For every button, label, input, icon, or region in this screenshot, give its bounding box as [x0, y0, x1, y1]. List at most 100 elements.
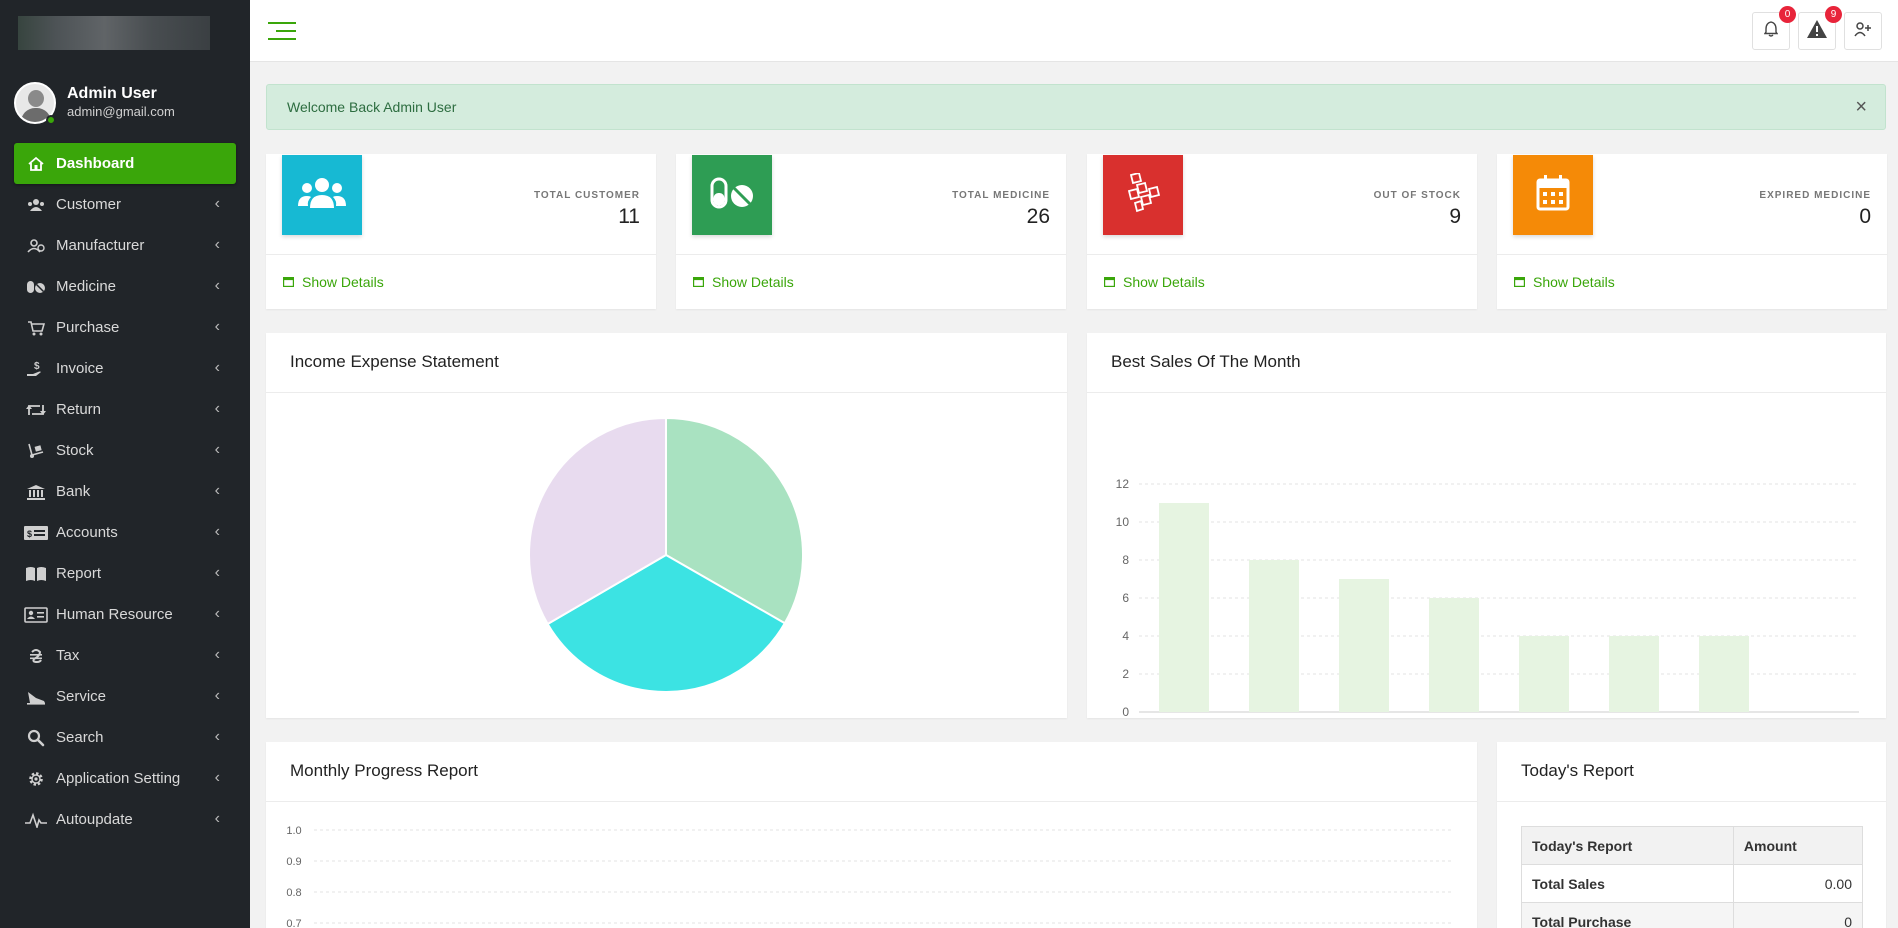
stat-icon-box [1513, 155, 1593, 235]
app-logo[interactable] [18, 16, 210, 50]
sidebar-item-report[interactable]: Report ‹ [14, 553, 236, 594]
panel-title: Income Expense Statement [290, 352, 499, 371]
stat-card-out-of-stock: OUT OF STOCK 9 Show Details [1087, 154, 1477, 309]
bar[interactable] [1429, 598, 1479, 712]
todays-report-table: Today's Report Amount Total Sales 0.00 T… [1521, 826, 1864, 928]
sidebar-item-service[interactable]: Service ‹ [14, 676, 236, 717]
y-tick-label: 10 [1116, 515, 1130, 529]
chevron-left-icon: ‹ [214, 400, 220, 417]
sidebar-item-return[interactable]: Return ‹ [14, 389, 236, 430]
table-row: Total Sales 0.00 [1521, 864, 1864, 903]
y-tick-label: 0.9 [286, 856, 301, 868]
y-tick-label: 2 [1122, 667, 1129, 681]
y-tick-label: 12 [1116, 477, 1130, 491]
pie-slice-1[interactable] [546, 553, 787, 693]
hryvnia-icon [24, 647, 48, 665]
card-divider [266, 254, 656, 255]
retweet-icon [24, 401, 48, 419]
boxes-icon [1125, 171, 1161, 218]
chevron-left-icon: ‹ [214, 523, 220, 540]
monthly-progress-panel: Monthly Progress Report 1.0 0.9 0.8 0.7 [266, 742, 1477, 928]
chevron-left-icon: ‹ [214, 236, 220, 253]
bar[interactable] [1609, 636, 1659, 712]
bar[interactable] [1699, 636, 1749, 712]
chevron-left-icon: ‹ [214, 646, 220, 663]
welcome-message: Welcome Back Admin User [287, 99, 457, 115]
show-details-link[interactable]: Show Details [283, 274, 384, 290]
sidebar-item-medicine[interactable]: Medicine ‹ [14, 266, 236, 307]
show-details-link[interactable]: Show Details [693, 274, 794, 290]
bank-icon [24, 483, 48, 501]
stat-value: 11 [618, 205, 640, 228]
sidebar-item-bank[interactable]: Bank ‹ [14, 471, 236, 512]
online-status-dot [46, 115, 56, 125]
panel-header [1497, 742, 1886, 802]
sidebar-item-search[interactable]: Search ‹ [14, 717, 236, 758]
show-details-label: Show Details [302, 274, 384, 290]
avatar [14, 82, 56, 124]
svg-text:$: $ [27, 529, 32, 539]
plane-icon [24, 688, 48, 706]
y-tick-label: 0.7 [286, 918, 301, 928]
sidebar-item-invoice[interactable]: $ Invoice ‹ [14, 348, 236, 389]
alerts-button[interactable]: 9 [1798, 6, 1842, 50]
sidebar-item-autoupdate[interactable]: Autoupdate ‹ [14, 799, 236, 840]
sidebar-item-stock[interactable]: Stock ‹ [14, 430, 236, 471]
sidebar-item-dashboard[interactable]: Dashboard [14, 143, 236, 184]
chevron-left-icon: ‹ [214, 441, 220, 458]
sidebar-item-human-resource[interactable]: Human Resource ‹ [14, 594, 236, 635]
panel-header [266, 742, 1477, 802]
chevron-left-icon: ‹ [214, 605, 220, 622]
table-row: Total Purchase 0 [1521, 902, 1864, 928]
sidebar-item-application-setting[interactable]: Application Setting ‹ [14, 758, 236, 799]
home-icon [24, 155, 48, 173]
stat-label: TOTAL MEDICINE [952, 190, 1050, 201]
sidebar-item-accounts[interactable]: $ Accounts ‹ [14, 512, 236, 553]
pie-slice-2[interactable] [528, 416, 667, 626]
stat-card-total-customer: TOTAL CUSTOMER 11 Show Details [266, 154, 656, 309]
panel-title: Best Sales Of The Month [1111, 352, 1301, 371]
y-tick-label: 6 [1122, 591, 1129, 605]
chevron-left-icon: ‹ [214, 318, 220, 335]
calendar-icon [693, 274, 705, 290]
gear-icon [24, 770, 48, 788]
svg-text:$: $ [34, 361, 40, 372]
chevron-left-icon: ‹ [214, 687, 220, 704]
user-email: admin@gmail.com [67, 104, 175, 119]
y-tick-label: 0.8 [286, 887, 301, 899]
bar[interactable] [1339, 579, 1389, 712]
show-details-link[interactable]: Show Details [1514, 274, 1615, 290]
menu-toggle-icon[interactable] [268, 22, 296, 45]
card-divider [1497, 254, 1887, 255]
bar[interactable] [1249, 560, 1299, 712]
best-sales-panel: Best Sales Of The Month 024681012Fona pl… [1087, 333, 1886, 718]
y-tick-label: 1.0 [286, 825, 301, 837]
sidebar-item-manufacturer[interactable]: Manufacturer ‹ [14, 225, 236, 266]
money-card-icon: $ [24, 524, 48, 542]
add-user-button[interactable] [1844, 12, 1882, 50]
calendar-icon [1104, 274, 1116, 290]
user-tie-icon [24, 237, 48, 255]
sidebar-item-tax[interactable]: Tax ‹ [14, 635, 236, 676]
sidebar-item-label: Invoice [56, 360, 104, 377]
calendar-icon [1514, 274, 1526, 290]
close-icon[interactable]: × [1855, 96, 1867, 118]
sidebar-item-label: Customer [56, 196, 122, 213]
y-tick-label: 0 [1122, 705, 1129, 718]
hand-dollar-icon: $ [24, 360, 48, 378]
pie-slice-0[interactable] [665, 416, 804, 625]
stat-icon-box [282, 155, 362, 235]
notifications-button[interactable]: 0 [1752, 6, 1796, 50]
show-details-label: Show Details [712, 274, 794, 290]
user-plus-icon [1854, 21, 1872, 42]
table-cell: 0.00 [1732, 864, 1864, 903]
chevron-left-icon: ‹ [214, 564, 220, 581]
sidebar-item-purchase[interactable]: Purchase ‹ [14, 307, 236, 348]
show-details-link[interactable]: Show Details [1104, 274, 1205, 290]
show-details-label: Show Details [1123, 274, 1205, 290]
bar[interactable] [1519, 636, 1569, 712]
bar[interactable] [1159, 503, 1209, 712]
sidebar-item-customer[interactable]: Customer ‹ [14, 184, 236, 225]
sidebar-item-label: Stock [56, 442, 94, 459]
sidebar-item-label: Report [56, 565, 102, 582]
